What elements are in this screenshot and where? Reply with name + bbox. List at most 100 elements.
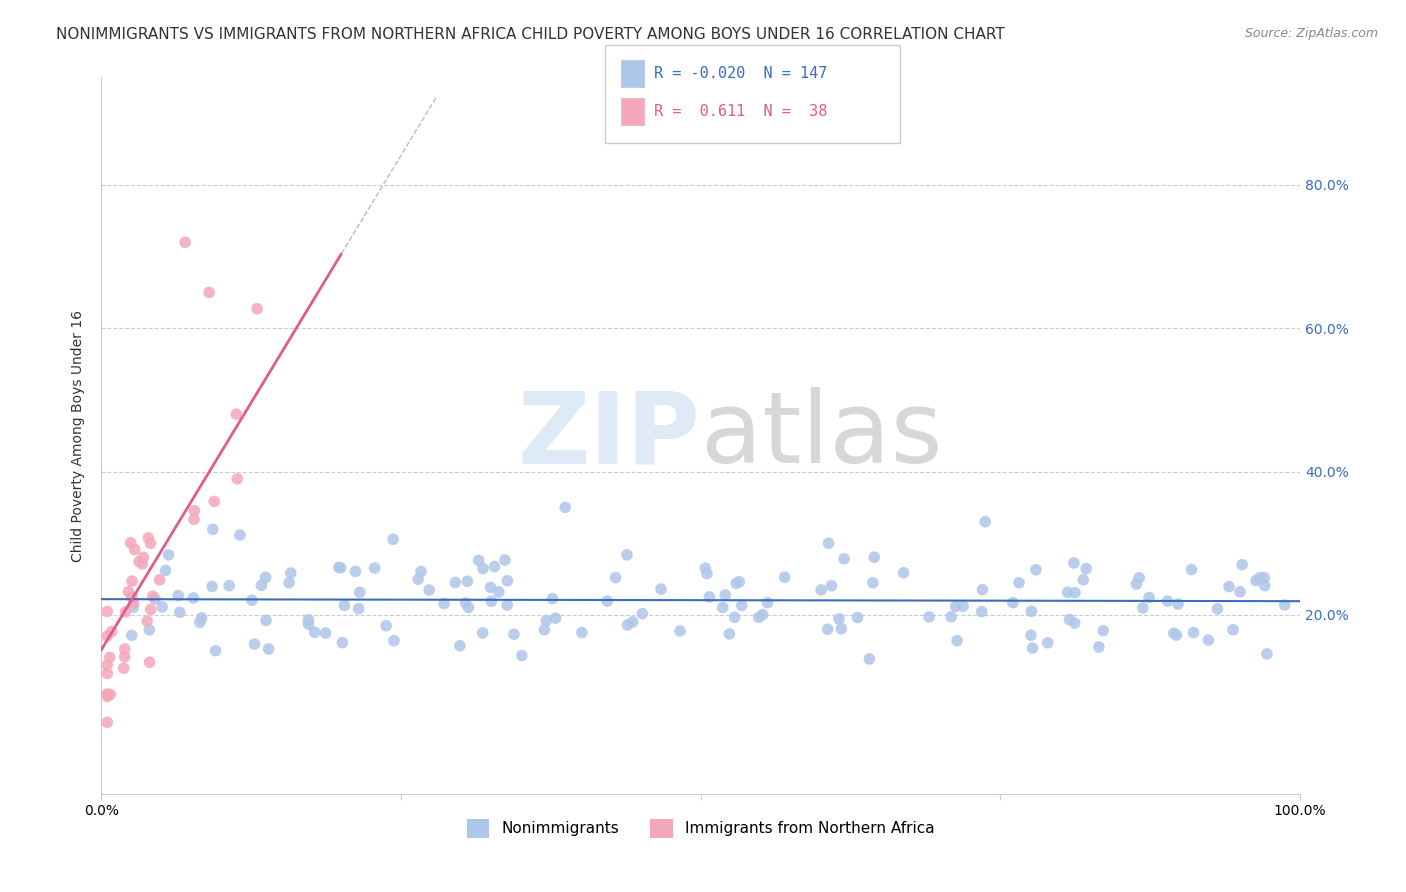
Text: ZIP: ZIP — [517, 387, 700, 484]
Point — [454, 596, 477, 610]
Point — [278, 575, 301, 590]
Point — [328, 560, 350, 574]
Point — [121, 628, 143, 642]
Point — [112, 661, 135, 675]
Point — [494, 553, 516, 567]
Point — [496, 574, 519, 588]
Point — [96, 666, 118, 681]
Point — [406, 573, 429, 587]
Point — [329, 561, 352, 575]
Point — [1088, 640, 1111, 654]
Point — [1059, 613, 1081, 627]
Point — [1156, 594, 1178, 608]
Point — [229, 528, 252, 542]
Point — [315, 626, 337, 640]
Point — [810, 582, 832, 597]
Point — [139, 536, 162, 550]
Point — [96, 605, 118, 619]
Point — [1137, 591, 1160, 605]
Point — [114, 605, 136, 619]
Point — [1056, 585, 1078, 599]
Point — [1182, 625, 1205, 640]
Point — [1222, 623, 1244, 637]
Point — [605, 571, 627, 585]
Point — [1036, 636, 1059, 650]
Point — [1167, 597, 1189, 611]
Point — [479, 580, 502, 594]
Point — [817, 536, 839, 550]
Point — [748, 610, 770, 624]
Point — [863, 550, 886, 565]
Point — [114, 641, 136, 656]
Point — [1063, 615, 1085, 630]
Point — [167, 589, 190, 603]
Point — [1274, 598, 1296, 612]
Point — [257, 642, 280, 657]
Point — [418, 582, 440, 597]
Point — [190, 611, 212, 625]
Point — [472, 561, 495, 575]
Point — [725, 576, 748, 591]
Point — [382, 633, 405, 648]
Point — [128, 555, 150, 569]
Point — [1076, 561, 1098, 575]
Point — [1256, 647, 1278, 661]
Point — [536, 614, 558, 628]
Point — [96, 715, 118, 730]
Point — [616, 618, 638, 632]
Point — [752, 607, 775, 622]
Point — [280, 566, 302, 580]
Point — [240, 593, 263, 607]
Point — [121, 590, 143, 604]
Point — [972, 582, 994, 597]
Point — [1229, 584, 1251, 599]
Point — [862, 575, 884, 590]
Point — [246, 301, 269, 316]
Point — [96, 658, 118, 673]
Point — [143, 591, 166, 606]
Text: atlas: atlas — [700, 387, 942, 484]
Point — [696, 566, 718, 581]
Point — [488, 585, 510, 599]
Point — [918, 610, 941, 624]
Point — [96, 629, 118, 643]
Point — [503, 627, 526, 641]
Point — [1092, 624, 1115, 638]
Point — [457, 600, 479, 615]
Point — [1254, 578, 1277, 592]
Point — [120, 536, 142, 550]
Point — [484, 559, 506, 574]
Point — [1008, 575, 1031, 590]
Point — [297, 613, 319, 627]
Point — [114, 649, 136, 664]
Point — [817, 622, 839, 636]
Point — [533, 623, 555, 637]
Point — [96, 687, 118, 701]
Point — [1025, 563, 1047, 577]
Point — [481, 594, 503, 608]
Point — [139, 602, 162, 616]
Point — [188, 615, 211, 630]
Point — [201, 579, 224, 593]
Point — [650, 582, 672, 596]
Point — [830, 622, 852, 636]
Point — [444, 575, 467, 590]
Point — [1132, 601, 1154, 615]
Point — [1021, 640, 1043, 655]
Point — [332, 635, 354, 649]
Point — [198, 285, 221, 300]
Point — [382, 533, 405, 547]
Point — [893, 566, 915, 580]
Point — [96, 690, 118, 704]
Point — [183, 503, 205, 517]
Point — [449, 639, 471, 653]
Point — [1230, 558, 1253, 572]
Point — [544, 611, 567, 625]
Point — [1197, 633, 1219, 648]
Point — [254, 614, 277, 628]
Point — [122, 596, 145, 610]
Point — [616, 548, 638, 562]
Legend: Nonimmigrants, Immigrants from Northern Africa: Nonimmigrants, Immigrants from Northern … — [460, 813, 941, 844]
Point — [174, 235, 197, 250]
Point — [728, 574, 751, 589]
